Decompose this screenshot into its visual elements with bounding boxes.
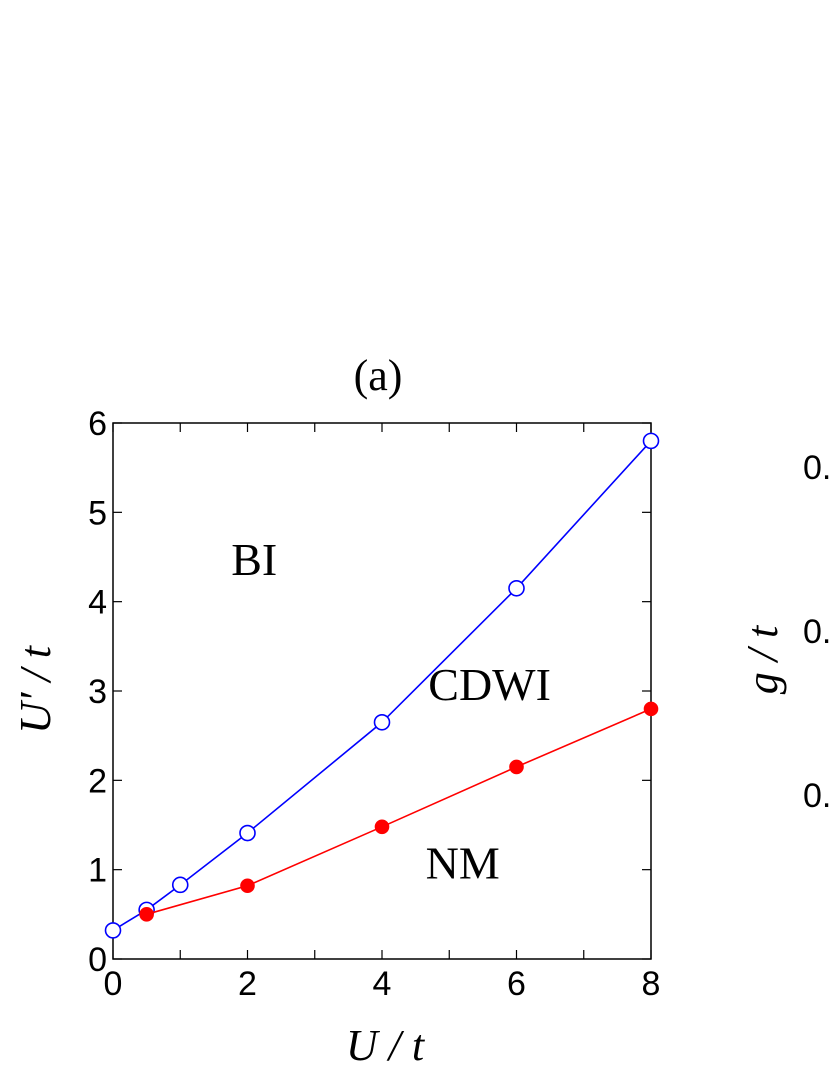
right-panel-tick-label: 0. [803, 613, 830, 651]
data-point [509, 759, 524, 775]
right-panel-y-axis-label: g / t [738, 624, 787, 694]
plot-frame [112, 422, 652, 960]
series-line [112, 440, 652, 932]
data-point [239, 824, 256, 842]
data-point [643, 701, 659, 717]
data-point [171, 876, 189, 894]
x-tick-label: 4 [373, 965, 392, 1003]
x-tick-label: 2 [238, 965, 257, 1003]
x-tick-label: 8 [642, 965, 661, 1003]
right-panel-tick-label: 0. [803, 777, 830, 815]
data-point [508, 579, 525, 597]
data-point [374, 819, 390, 835]
right-panel-tick-label: 0. [803, 449, 830, 487]
region-label: CDWI [428, 659, 551, 710]
data-point [139, 907, 154, 922]
axes: 0 2 4 6 8 0 1 2 3 4 5 6 [88, 405, 660, 1003]
region-label: NM [426, 838, 500, 889]
data-point [373, 713, 391, 731]
y-tick-label: 6 [88, 405, 107, 443]
y-tick-label: 3 [88, 673, 107, 711]
region-label: BI [231, 534, 277, 585]
region-labels: BI CDWI NM [231, 534, 551, 889]
data-point [642, 432, 660, 450]
data-point [240, 878, 255, 894]
x-tick-label: 6 [507, 965, 526, 1003]
series-layer [104, 432, 660, 939]
series-line [146, 708, 652, 916]
y-tick-label: 1 [88, 852, 107, 890]
y-tick-label: 2 [88, 762, 107, 800]
x-axis-label: U / t [346, 1021, 426, 1070]
data-point [104, 922, 122, 939]
x-tick-label: 0 [104, 965, 123, 1003]
right-panel-partial: 0. 0. 0. g / t [738, 449, 830, 815]
y-axis-label: U′ / t [11, 644, 60, 734]
panel-label: (a) [354, 351, 403, 400]
y-tick-label: 0 [88, 941, 107, 979]
y-tick-label: 5 [88, 494, 107, 532]
y-tick-label: 4 [88, 584, 107, 622]
